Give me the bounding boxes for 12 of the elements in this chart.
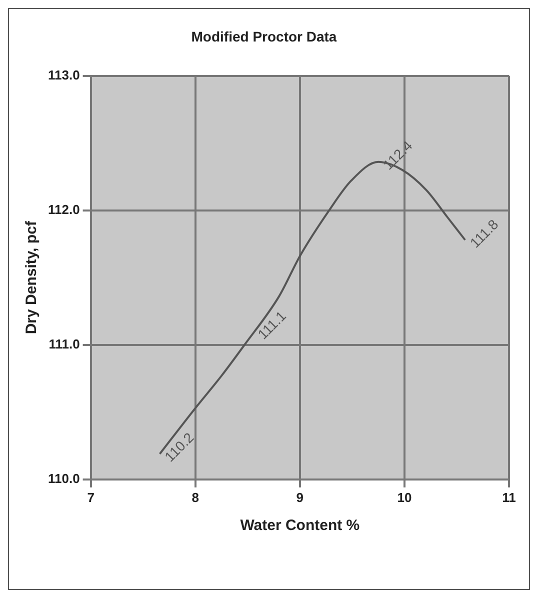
y-axis-title: Dry Density, pcf bbox=[23, 220, 40, 334]
chart-title: Modified Proctor Data bbox=[191, 28, 337, 44]
y-tick-label: 110.0 bbox=[48, 470, 80, 486]
x-tick-label: 10 bbox=[397, 490, 412, 505]
y-tick-label: 113.0 bbox=[48, 67, 80, 82]
x-tick-label: 7 bbox=[87, 490, 94, 505]
y-tick-label: 111.0 bbox=[48, 336, 80, 352]
x-axis-title: Water Content % bbox=[240, 517, 360, 534]
x-tick-label: 11 bbox=[502, 490, 516, 505]
y-tick-label: 112.0 bbox=[48, 202, 80, 217]
x-tick-label: 9 bbox=[296, 490, 304, 505]
x-tick-label: 8 bbox=[192, 490, 199, 505]
